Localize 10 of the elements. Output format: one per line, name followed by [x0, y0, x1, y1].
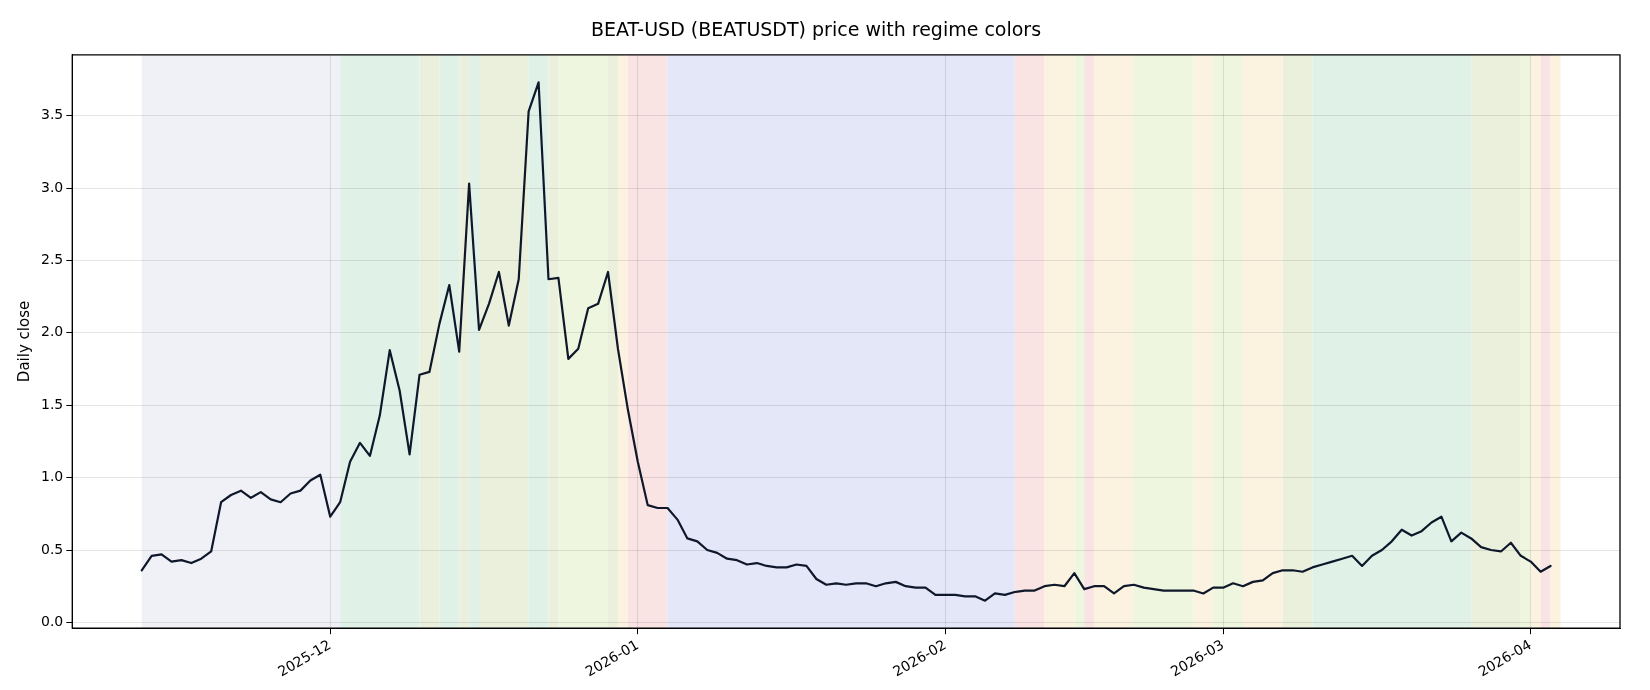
y-tick-label: 2.0 [41, 323, 64, 340]
y-tick-label: 0.5 [41, 540, 64, 557]
y-tick-label: 0.0 [41, 613, 64, 630]
y-tick-label: 3.0 [41, 178, 64, 195]
y-tick-label: 1.0 [41, 468, 64, 485]
chart-title: BEAT-USD (BEATUSDT) price with regime colors [590, 18, 1042, 41]
y-tick-label: 3.5 [41, 106, 64, 123]
y-tick-label: 1.5 [41, 395, 64, 412]
y-tick-label: 2.5 [41, 251, 64, 268]
y-axis-title: Daily close [14, 300, 33, 383]
